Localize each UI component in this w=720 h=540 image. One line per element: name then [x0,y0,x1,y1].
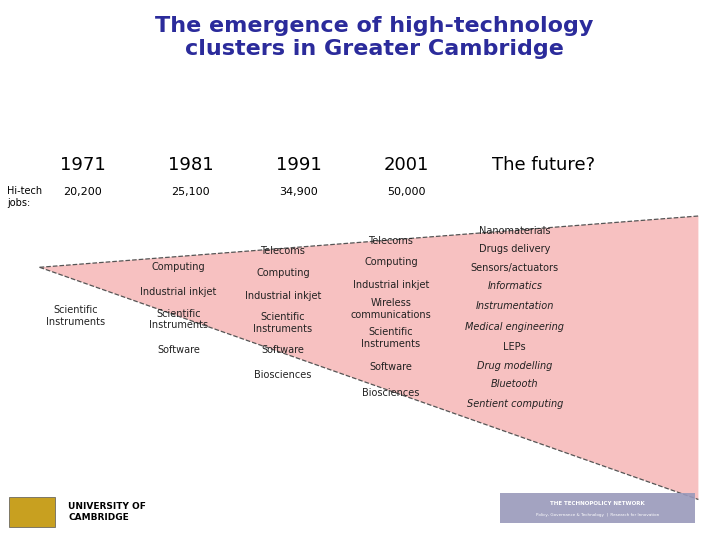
Text: Drugs delivery: Drugs delivery [479,245,551,254]
Text: 34,900: 34,900 [279,187,318,197]
Text: Scientific
Instruments: Scientific Instruments [149,309,208,330]
Text: 1981: 1981 [168,156,214,174]
Text: Scientific
Instruments: Scientific Instruments [46,305,105,327]
FancyBboxPatch shape [500,493,695,523]
Text: Biosciences: Biosciences [362,388,420,398]
Text: Informatics: Informatics [487,281,542,291]
Text: Sensors/actuators: Sensors/actuators [471,263,559,273]
Text: 1991: 1991 [276,156,322,174]
Text: The emergence of high-technology
clusters in Greater Cambridge: The emergence of high-technology cluster… [156,16,593,59]
Text: 1971: 1971 [60,156,106,174]
Text: Software: Software [369,362,413,372]
Text: Computing: Computing [256,268,310,278]
Text: Telecoms: Telecoms [261,246,305,256]
Text: Software: Software [261,345,305,355]
Text: 2001: 2001 [384,156,430,174]
Text: Drug modelling: Drug modelling [477,361,552,370]
Text: UNIVERSITY OF
CAMBRIDGE: UNIVERSITY OF CAMBRIDGE [68,502,146,522]
Text: Software: Software [157,345,200,355]
Text: Hi-tech
jobs:: Hi-tech jobs: [7,186,42,208]
Text: Scientific
Instruments: Scientific Instruments [361,327,420,349]
Text: Sentient computing: Sentient computing [467,399,563,409]
Text: Wireless
communications: Wireless communications [351,298,431,320]
Text: Telecoms: Telecoms [369,237,413,246]
FancyBboxPatch shape [9,497,55,526]
Text: The future?: The future? [492,156,595,174]
Text: Scientific
Instruments: Scientific Instruments [253,312,312,334]
Text: Biosciences: Biosciences [254,370,312,380]
Text: THE TECHNOPOLICY NETWORK: THE TECHNOPOLICY NETWORK [550,501,645,507]
Text: 50,000: 50,000 [387,187,426,197]
Text: Policy, Governance & Technology  |  Research for Innovation: Policy, Governance & Technology | Resear… [536,512,660,517]
Text: LEPs: LEPs [503,342,526,352]
Text: Bluetooth: Bluetooth [491,380,539,389]
Text: Nanomaterials: Nanomaterials [479,226,551,236]
Text: Instrumentation: Instrumentation [476,301,554,311]
Text: 25,100: 25,100 [171,187,210,197]
Text: Computing: Computing [364,257,418,267]
Text: Computing: Computing [152,262,205,272]
Text: 20,200: 20,200 [63,187,102,197]
Polygon shape [40,216,698,500]
Text: Industrial inkjet: Industrial inkjet [245,291,321,301]
Text: Industrial inkjet: Industrial inkjet [140,287,217,296]
Text: Industrial inkjet: Industrial inkjet [353,280,429,290]
Text: Medical engineering: Medical engineering [465,322,564,332]
